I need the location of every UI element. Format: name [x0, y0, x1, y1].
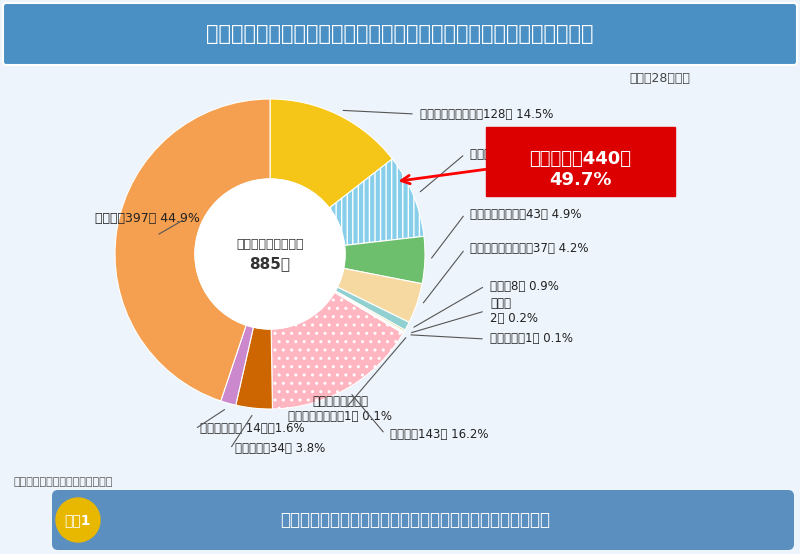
Text: 対策1: 対策1 [65, 513, 91, 527]
Text: 延焼拡大が早く　43人 4.9%: 延焼拡大が早く 43人 4.9% [470, 208, 582, 220]
Text: 病気・身体不自由　128人 14.5%: 病気・身体不自由 128人 14.5% [420, 107, 554, 121]
Wedge shape [344, 237, 425, 284]
Text: 49.7%: 49.7% [549, 171, 611, 189]
FancyBboxPatch shape [486, 127, 675, 196]
Wedge shape [115, 99, 270, 401]
FancyBboxPatch shape [52, 490, 794, 550]
Wedge shape [221, 325, 254, 405]
Text: 住宅火災の死に至った経過別死者発生状況（放火自殺者等を除く。）: 住宅火災の死に至った経過別死者発生状況（放火自殺者等を除く。） [206, 24, 594, 44]
Wedge shape [338, 268, 422, 322]
Circle shape [56, 498, 100, 542]
Wedge shape [334, 292, 403, 334]
Text: 狼狽して　1人 0.1%: 狼狽して 1人 0.1% [490, 332, 573, 346]
Text: （備考）「火災報告」により作成: （備考）「火災報告」により作成 [14, 477, 114, 487]
Wedge shape [335, 287, 409, 330]
Text: 乳幼児
2人 0.2%: 乳幼児 2人 0.2% [490, 297, 538, 325]
Text: 出火後再進入 14人　1.6%: 出火後再進入 14人 1.6% [200, 423, 305, 435]
Text: 泥酔　8人 0.9%: 泥酔 8人 0.9% [490, 280, 559, 293]
Wedge shape [330, 159, 424, 245]
Wedge shape [335, 291, 405, 332]
Text: その他　397人 44.9%: その他 397人 44.9% [95, 213, 200, 225]
Wedge shape [334, 291, 404, 332]
Text: 逃げ遅れ　440人: 逃げ遅れ 440人 [529, 150, 631, 168]
Text: 熟睡　77人 8.7%: 熟睡 77人 8.7% [470, 147, 546, 161]
Text: その他　143人 16.2%: その他 143人 16.2% [390, 428, 489, 440]
Text: 持ち出し品・服装
に気をとられて　1人 0.1%: 持ち出し品・服装 に気をとられて 1人 0.1% [288, 395, 392, 423]
Wedge shape [236, 327, 273, 409]
Text: 逃げ遅れを防ぐために住宅用火災警報器を設置しましょう。: 逃げ遅れを防ぐために住宅用火災警報器を設置しましょう。 [280, 511, 550, 529]
Text: 着衣着火　34人 3.8%: 着衣着火 34人 3.8% [235, 443, 326, 455]
Text: 消火しようとして　37人 4.2%: 消火しようとして 37人 4.2% [470, 243, 589, 255]
Text: 885人: 885人 [250, 257, 290, 271]
Wedge shape [270, 99, 392, 208]
Text: 住宅火災による死者: 住宅火災による死者 [236, 238, 304, 250]
Wedge shape [271, 293, 403, 409]
Text: （平成28年中）: （平成28年中） [629, 71, 690, 85]
Circle shape [195, 179, 345, 329]
FancyBboxPatch shape [3, 3, 797, 65]
